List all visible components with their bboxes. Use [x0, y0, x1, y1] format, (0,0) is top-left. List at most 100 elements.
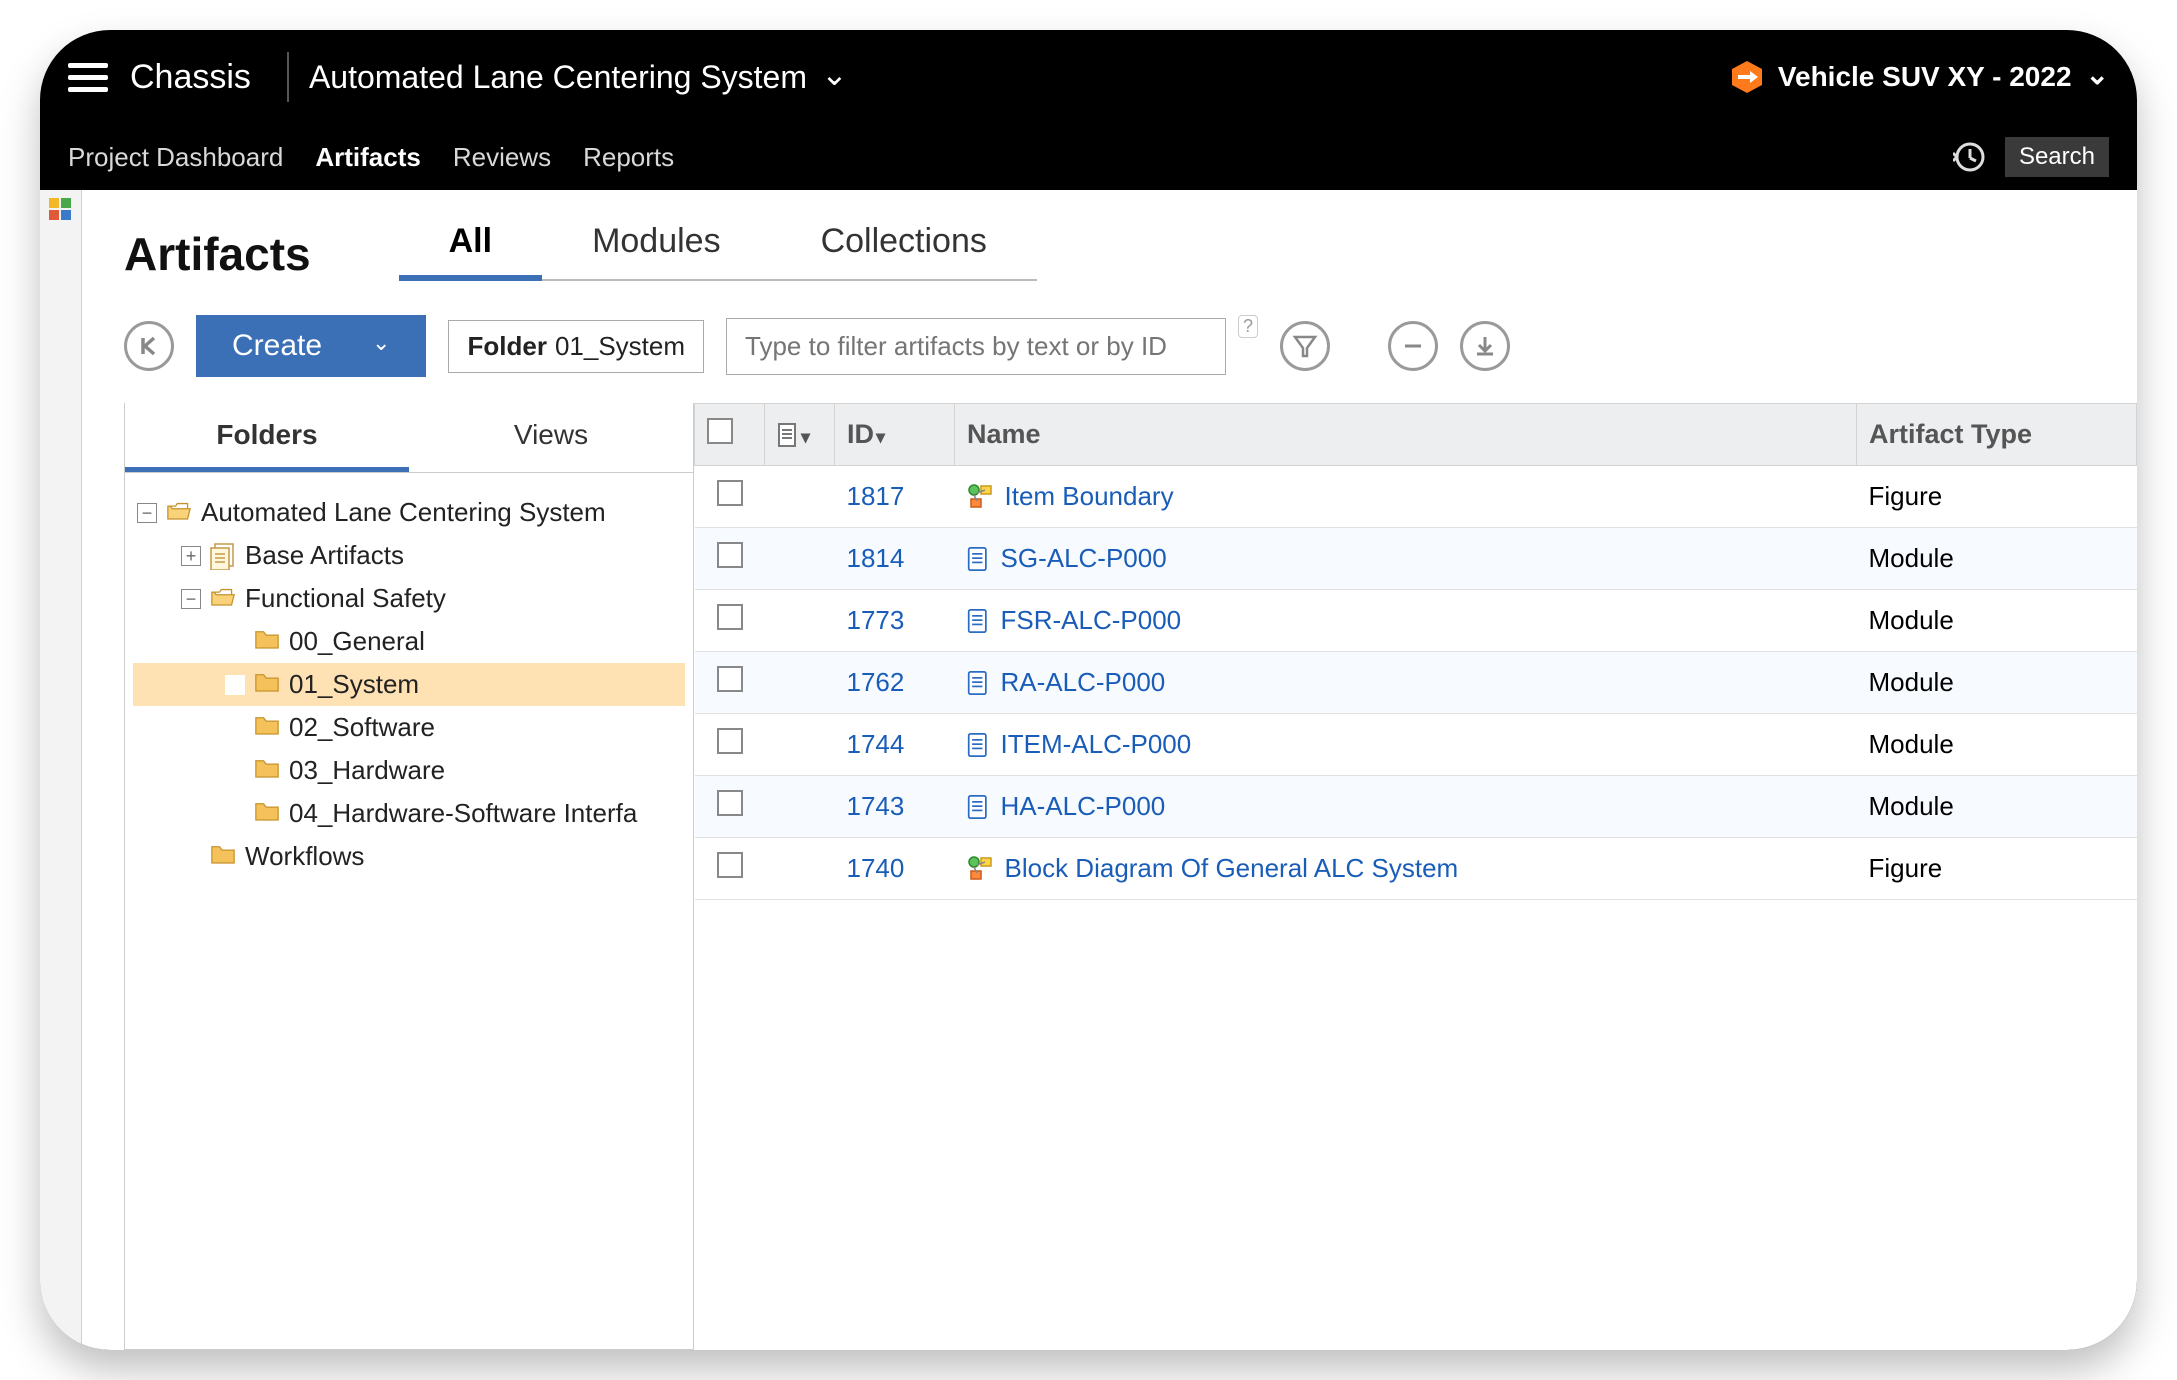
context-selector[interactable]: Vehicle SUV XY - 2022 ⌄ [1730, 60, 2109, 94]
project-name[interactable]: Chassis [130, 58, 279, 97]
artifact-id-link[interactable]: 1743 [847, 791, 905, 821]
chevron-down-icon: ⌄ [372, 330, 390, 356]
tree-node-label: 04_Hardware-Software Interfa [289, 798, 637, 829]
page-title: Artifacts [124, 227, 311, 281]
artifact-id-link[interactable]: 1740 [847, 853, 905, 883]
artifact-name-label: RA-ALC-P000 [1001, 667, 1166, 698]
history-icon[interactable] [1953, 140, 1987, 174]
stream-selector[interactable]: Automated Lane Centering System ⌄ [309, 58, 848, 96]
filter-help-icon[interactable]: ? [1238, 315, 1258, 338]
col-name[interactable]: Name [955, 404, 1857, 466]
table-row[interactable]: 1773 FSR-ALC-P000 Module [695, 590, 2137, 652]
row-checkbox[interactable] [717, 480, 743, 506]
tree-node[interactable]: 03_Hardware [133, 749, 685, 792]
artifact-name-link[interactable]: Item Boundary [967, 481, 1845, 512]
dropdown-caret-icon: ▾ [801, 427, 810, 447]
row-checkbox[interactable] [717, 604, 743, 630]
tree-node[interactable]: − Functional Safety [133, 577, 685, 620]
row-checkbox[interactable] [717, 666, 743, 692]
collapse-icon[interactable]: − [137, 503, 157, 523]
artifact-type: Module [1857, 528, 2137, 590]
tree-node[interactable]: 00_General [133, 620, 685, 663]
folder-breadcrumb[interactable]: Folder 01_System [448, 320, 704, 373]
folder-icon [253, 673, 281, 697]
twisty-blank [181, 847, 201, 867]
tree-node[interactable]: 02_Software [133, 706, 685, 749]
tab-collections[interactable]: Collections [771, 212, 1037, 281]
table-row[interactable]: 1814 SG-ALC-P000 Module [695, 528, 2137, 590]
collapse-button[interactable] [1388, 321, 1438, 371]
artifact-id-link[interactable]: 1814 [847, 543, 905, 573]
artifact-id-link[interactable]: 1744 [847, 729, 905, 759]
table-row[interactable]: 1762 RA-ALC-P000 Module [695, 652, 2137, 714]
minus-icon [1398, 331, 1428, 361]
nav-reports[interactable]: Reports [583, 142, 674, 173]
table-row[interactable]: 1743HA-ALC-P000Module [695, 776, 2137, 838]
artifact-name-label: ITEM-ALC-P000 [1001, 729, 1192, 760]
nav-artifacts[interactable]: Artifacts [315, 142, 420, 173]
artifact-name-link[interactable]: ITEM-ALC-P000 [967, 729, 1845, 760]
menu-icon[interactable] [68, 63, 108, 92]
folder-icon [209, 845, 237, 869]
col-format[interactable]: ▾ [765, 404, 835, 466]
tab-all[interactable]: All [399, 212, 542, 281]
artifact-name-link[interactable]: HA-ALC-P000 [967, 791, 1845, 822]
row-checkbox[interactable] [717, 790, 743, 816]
tab-views[interactable]: Views [409, 403, 693, 472]
view-tabs: All Modules Collections [399, 212, 1037, 281]
artifacts-table: ▾ ID▾ Name Artifact Type 1817 Item Bounda… [694, 403, 2137, 900]
artifact-id-link[interactable]: 1817 [847, 481, 905, 511]
expand-icon[interactable]: + [181, 546, 201, 566]
row-checkbox[interactable] [717, 728, 743, 754]
twisty-blank [225, 718, 245, 738]
collapse-icon[interactable]: − [181, 589, 201, 609]
tree-node[interactable]: −Automated Lane Centering System [133, 491, 685, 534]
artifact-id-link[interactable]: 1773 [847, 605, 905, 635]
export-button[interactable] [1460, 321, 1510, 371]
module-icon [967, 669, 991, 697]
filter-input[interactable] [726, 318, 1226, 375]
artifact-name-link[interactable]: Block Diagram Of General ALC System [967, 853, 1845, 884]
create-button[interactable]: Create ⌄ [196, 315, 426, 377]
col-type[interactable]: Artifact Type [1857, 404, 2137, 466]
artifact-name-label: FSR-ALC-P000 [1001, 605, 1182, 636]
tree-node-label: 02_Software [289, 712, 435, 743]
nav-reviews[interactable]: Reviews [453, 142, 551, 173]
artifact-id-link[interactable]: 1762 [847, 667, 905, 697]
tree-node-label: Functional Safety [245, 583, 446, 614]
tree-node-label: 00_General [289, 626, 425, 657]
nav-project-dashboard[interactable]: Project Dashboard [68, 142, 283, 173]
tree-node[interactable]: Workflows [133, 835, 685, 878]
filter-button[interactable] [1280, 321, 1330, 371]
twisty-blank [225, 804, 245, 824]
tab-modules[interactable]: Modules [542, 212, 771, 281]
artifact-type: Module [1857, 590, 2137, 652]
tree-node[interactable]: +Base Artifacts [133, 534, 685, 577]
folder-open-icon [209, 587, 237, 611]
row-checkbox[interactable] [717, 852, 743, 878]
tree-node[interactable]: 04_Hardware-Software Interfa [133, 792, 685, 835]
select-all-checkbox[interactable] [707, 418, 733, 444]
folder-panel-tabs: Folders Views [125, 403, 693, 473]
col-id[interactable]: ID▾ [835, 404, 955, 466]
tab-folders[interactable]: Folders [125, 403, 409, 472]
artifact-type: Module [1857, 652, 2137, 714]
artifact-type: Figure [1857, 466, 2137, 528]
table-row[interactable]: 1744 ITEM-ALC-P000 Module [695, 714, 2137, 776]
heading-row: Artifacts All Modules Collections [124, 190, 2137, 281]
figure-icon [967, 855, 995, 883]
tree-node[interactable]: 01_System [133, 663, 685, 706]
artifact-name-link[interactable]: SG-ALC-P000 [967, 543, 1845, 574]
twisty-blank [225, 761, 245, 781]
search-button[interactable]: Search [2005, 137, 2109, 177]
col-select[interactable] [695, 404, 765, 466]
artifact-type: Module [1857, 714, 2137, 776]
table-row[interactable]: 1817 Item Boundary Figure [695, 466, 2137, 528]
app-grid-icon[interactable] [49, 198, 73, 222]
table-row[interactable]: 1740Block Diagram Of General ALC SystemF… [695, 838, 2137, 900]
row-checkbox[interactable] [717, 542, 743, 568]
artifact-name-link[interactable]: FSR-ALC-P000 [967, 605, 1845, 636]
folder-open-icon [165, 501, 193, 525]
artifact-name-link[interactable]: RA-ALC-P000 [967, 667, 1845, 698]
back-button[interactable] [124, 321, 174, 371]
